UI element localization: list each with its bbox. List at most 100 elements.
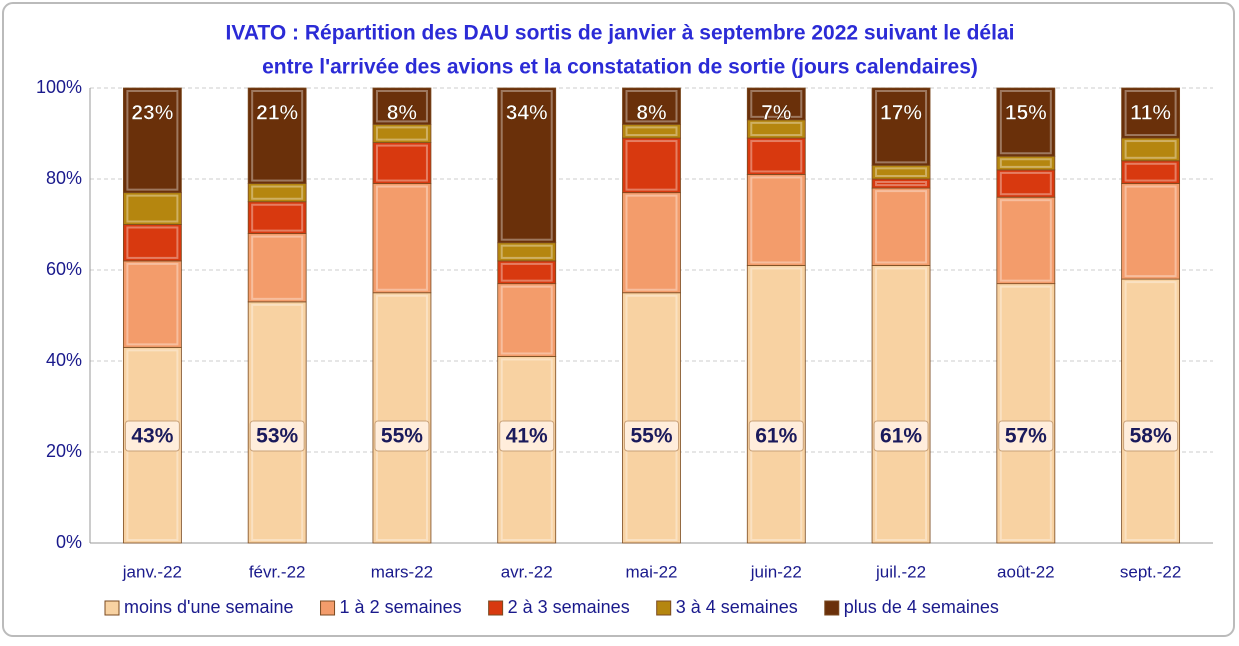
x-tick-label: juil.-22 <box>875 562 926 581</box>
data-label-box <box>998 420 1054 452</box>
data-label-box <box>249 420 305 452</box>
data-label-box <box>1123 420 1179 452</box>
bar-bevel <box>750 267 803 541</box>
data-label-box <box>499 420 555 452</box>
bar-bevel <box>251 235 304 300</box>
bar-segment <box>746 87 806 121</box>
bar-bevel <box>875 167 928 178</box>
bar-segment <box>871 178 931 189</box>
data-label: 7% <box>761 101 792 124</box>
bar-bevel <box>251 90 304 182</box>
bar-segment <box>746 265 806 544</box>
bar-bevel <box>625 126 678 137</box>
bar-bevel <box>375 185 428 291</box>
bar-segment <box>1121 183 1181 280</box>
bar-segment <box>247 233 307 303</box>
bar-bevel <box>375 90 428 123</box>
data-label: 61% <box>880 425 922 448</box>
bar-bevel <box>999 285 1052 541</box>
bar-bevel <box>500 285 553 355</box>
bar-segment <box>746 174 806 266</box>
data-label: 55% <box>381 425 423 448</box>
legend-swatch <box>104 600 120 616</box>
bar-bevel <box>1124 90 1177 137</box>
data-label: 61% <box>755 425 797 448</box>
bar-segment <box>122 224 182 262</box>
bar-bevel <box>750 121 803 137</box>
bar-bevel <box>750 90 803 118</box>
y-tick-label: 0% <box>56 532 82 552</box>
data-label: 55% <box>630 425 672 448</box>
data-label: 8% <box>387 102 418 125</box>
bar-bevel <box>999 171 1052 196</box>
x-tick-label: mai-22 <box>626 562 678 581</box>
y-tick-label: 100% <box>36 77 82 97</box>
bar-bevel <box>126 226 179 259</box>
chart-title: entre l'arrivée des avions et la constat… <box>262 56 978 79</box>
bar-bevel <box>375 126 428 141</box>
data-label: 21% <box>256 102 298 125</box>
bar-segment <box>372 87 432 125</box>
x-tick-label: juin-22 <box>750 562 802 581</box>
bar-bevel <box>375 144 428 182</box>
x-tick-label: sept.-22 <box>1120 562 1181 581</box>
bar-bevel <box>999 90 1052 155</box>
legend-label: plus de 4 semaines <box>844 597 999 617</box>
bar-bevel <box>750 176 803 264</box>
bar-bevel <box>500 244 553 259</box>
bar-bevel <box>126 262 179 346</box>
bar-segment <box>122 192 182 225</box>
bar-segment <box>247 201 307 235</box>
bar-segment <box>1121 278 1181 544</box>
data-label-box <box>748 420 804 452</box>
data-label-box <box>374 420 430 452</box>
legend-label: 2 à 3 semaines <box>508 597 630 617</box>
data-label: 43% <box>131 425 173 448</box>
data-label: 53% <box>256 425 298 448</box>
data-label: 15% <box>1005 102 1047 125</box>
bar-segment <box>372 292 432 544</box>
bar-segment <box>622 192 681 294</box>
bar-bevel <box>875 90 928 164</box>
legend-swatch <box>824 600 840 616</box>
data-label: 57% <box>1005 425 1047 448</box>
bar-bevel <box>625 90 678 123</box>
bar-segment <box>1121 87 1181 139</box>
bar-segment <box>497 87 557 244</box>
bar-bevel <box>1124 162 1177 182</box>
x-tick-label: mars-22 <box>371 562 433 581</box>
data-label: 41% <box>506 425 548 448</box>
bar-bevel <box>1124 281 1177 541</box>
data-label-box <box>124 420 180 452</box>
y-tick-label: 20% <box>46 441 82 461</box>
bar-segment <box>622 292 681 544</box>
data-label: 23% <box>131 102 173 125</box>
bar-bevel <box>126 90 179 191</box>
bar-segment <box>746 137 806 175</box>
bar-segment <box>372 183 432 294</box>
data-label: 8% <box>636 102 667 125</box>
x-tick-label: avr.-22 <box>501 562 553 581</box>
bar-bevel <box>625 140 678 191</box>
data-label-box <box>624 420 679 452</box>
bar-segment <box>122 87 182 194</box>
bar-segment <box>622 87 681 125</box>
y-tick-label: 40% <box>46 350 82 370</box>
x-tick-label: janv.-22 <box>122 562 182 581</box>
bar-segment <box>497 283 557 357</box>
bar-bevel <box>875 190 928 264</box>
x-tick-label: févr.-22 <box>249 562 306 581</box>
bar-bevel <box>875 181 928 187</box>
bar-bevel <box>1124 185 1177 278</box>
y-tick-label: 80% <box>46 168 82 188</box>
bar-bevel <box>1124 140 1177 159</box>
bar-bevel <box>251 185 304 200</box>
legend-swatch <box>320 600 336 616</box>
bar-bevel <box>625 194 678 291</box>
bar-bevel <box>625 294 678 541</box>
bar-bevel <box>875 267 928 541</box>
bar-segment <box>996 169 1056 198</box>
bar-segment <box>871 87 931 166</box>
bar-segment <box>122 260 182 348</box>
bar-segment <box>996 283 1056 544</box>
